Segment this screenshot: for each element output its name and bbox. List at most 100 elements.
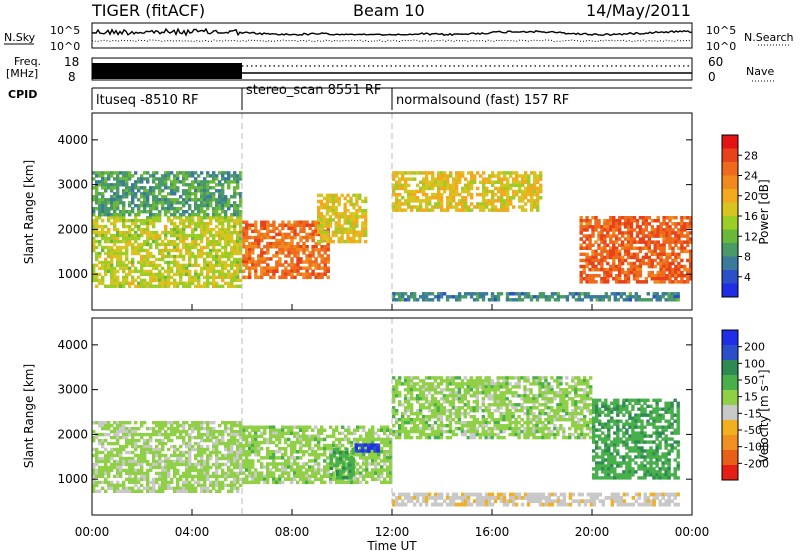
heatmap-cell <box>323 459 327 463</box>
heatmap-cell <box>326 434 330 439</box>
heatmap-cell <box>98 281 102 285</box>
heatmap-cell <box>119 447 123 452</box>
heatmap-cell <box>269 434 273 439</box>
heatmap-cell <box>689 274 693 278</box>
heatmap-cell <box>140 242 144 247</box>
heatmap-cell <box>227 219 231 223</box>
heatmap-cell <box>325 212 330 216</box>
heatmap-cell <box>224 204 228 208</box>
heatmap-cell <box>275 245 279 249</box>
heatmap-cell <box>319 230 324 234</box>
heatmap-cell <box>606 277 610 281</box>
heatmap-cell <box>191 444 195 449</box>
heatmap-cell <box>227 421 231 425</box>
heatmap-cell <box>689 261 693 266</box>
heatmap-cell <box>158 477 162 482</box>
heatmap-cell <box>603 228 607 232</box>
heatmap-cell <box>173 278 177 283</box>
heatmap-cell <box>496 292 501 296</box>
heatmap-cell <box>197 421 201 425</box>
heatmap-cell <box>104 480 108 485</box>
heatmap-cell <box>635 222 640 226</box>
heatmap-cell <box>209 421 213 425</box>
heatmap-cell <box>607 295 611 299</box>
heatmap-cell <box>533 189 537 194</box>
heatmap-cell <box>104 236 108 241</box>
heatmap-cell <box>212 462 216 467</box>
heatmap-cell <box>215 456 219 461</box>
heatmap-cell <box>536 208 540 212</box>
heatmap-cell <box>161 272 165 277</box>
heatmap-cell <box>224 177 228 181</box>
heatmap-cell <box>359 480 363 485</box>
heatmap-cell <box>113 251 117 256</box>
heatmap-cell <box>641 237 646 241</box>
heatmap-cell <box>275 241 279 246</box>
heatmap-cell <box>254 245 258 249</box>
heatmap-cell <box>585 222 589 226</box>
heatmap-cell <box>191 421 195 425</box>
heatmap-cell <box>104 183 108 187</box>
cpid-segment-label: stereo_scan 8551 RF <box>246 83 381 98</box>
heatmap-cell <box>392 208 396 212</box>
heatmap-cell <box>677 267 681 272</box>
heatmap-cell <box>131 441 135 446</box>
heatmap-cell <box>638 249 643 254</box>
heatmap-cell <box>524 196 528 200</box>
heatmap-cell <box>152 429 156 434</box>
heatmap-cell <box>683 228 687 232</box>
heatmap-cell <box>128 242 132 247</box>
heatmap-cell <box>104 189 108 193</box>
heatmap-cell <box>230 435 234 440</box>
heatmap-cell <box>128 204 132 208</box>
heatmap-cell <box>173 272 177 277</box>
heatmap-cell <box>104 424 108 428</box>
heatmap-cell <box>632 277 637 281</box>
heatmap-cell <box>188 272 192 277</box>
heatmap-cell <box>342 463 346 467</box>
heatmap-cell <box>343 205 347 210</box>
heatmap-cell <box>325 236 330 241</box>
heatmap-cell <box>128 260 132 265</box>
heatmap-cell <box>398 292 402 296</box>
heatmap-cell <box>128 284 132 288</box>
heatmap-cell <box>344 428 348 432</box>
heatmap-cell <box>401 202 405 206</box>
heatmap-cell <box>242 431 246 436</box>
heatmap-cell <box>359 474 363 478</box>
heatmap-cell <box>122 275 126 280</box>
heatmap-cell <box>377 456 381 460</box>
heatmap-cell <box>512 180 516 184</box>
heatmap-cell <box>113 224 117 229</box>
heatmap-cell <box>449 171 453 175</box>
heatmap-cell <box>437 205 441 209</box>
heatmap-cell <box>386 434 390 439</box>
heatmap-cell <box>284 223 288 227</box>
heatmap-cell <box>620 216 625 220</box>
heatmap-cell <box>475 298 480 302</box>
heatmap-cell <box>479 205 483 209</box>
heatmap-cell <box>284 453 288 457</box>
heatmap-cell <box>236 489 240 493</box>
heatmap-cell <box>677 240 681 244</box>
heatmap-cell <box>538 295 543 299</box>
heatmap-cell <box>406 379 411 383</box>
heatmap-cell <box>119 444 123 449</box>
heatmap-cell <box>227 426 231 431</box>
heatmap-cell <box>143 254 147 259</box>
heatmap-cell <box>579 231 583 235</box>
heatmap-cell <box>623 225 628 229</box>
heatmap-cell <box>155 171 159 175</box>
heatmap-cell <box>224 471 228 476</box>
heatmap-cell <box>272 480 276 485</box>
heatmap-cell <box>128 477 132 482</box>
heatmap-cell <box>503 177 507 181</box>
heatmap-cell <box>155 489 159 493</box>
heatmap-cell <box>203 462 207 467</box>
heatmap-cell <box>257 229 261 234</box>
heatmap-cell <box>425 208 429 212</box>
heatmap-cell <box>665 237 669 241</box>
heatmap-cell <box>290 446 294 451</box>
heatmap-cell <box>383 431 387 436</box>
heatmap-cell <box>655 298 659 302</box>
